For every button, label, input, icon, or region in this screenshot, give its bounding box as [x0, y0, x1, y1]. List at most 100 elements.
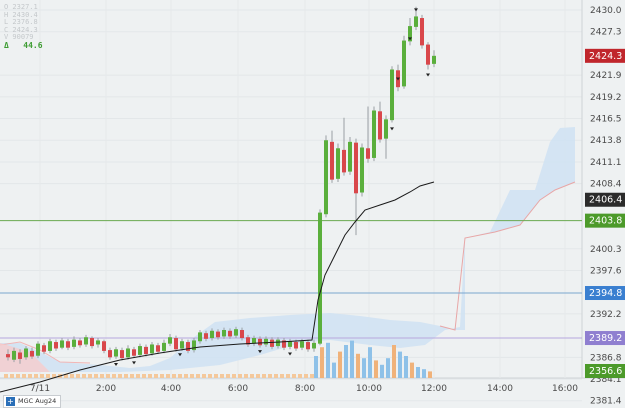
volume-bar: [88, 374, 92, 378]
price-label-text: 2424.3: [589, 51, 622, 62]
trade-marker: [414, 8, 418, 12]
volume-bar: [190, 374, 194, 378]
volume-bar: [196, 374, 200, 378]
candle-body: [432, 55, 436, 64]
candle-body: [306, 342, 310, 350]
candle-body: [204, 333, 208, 339]
candle-body: [138, 346, 142, 355]
y-axis[interactable]: 2430.0 2427.3 2421.9 2419.2 2416.5 2413.8 2411…: [590, 6, 622, 406]
volume-bar: [82, 374, 86, 378]
candle-body: [210, 330, 214, 339]
price-labels: 2424.3 2406.4 2403.8 2394.8 2389.2 2356.6: [585, 48, 625, 378]
volume-bar: [130, 374, 134, 378]
volume-bar: [178, 374, 182, 378]
x-tick-label: 10:00: [356, 384, 382, 394]
candle-body: [174, 338, 178, 350]
candle-body: [186, 342, 190, 351]
y-tick-label: 2416.5: [590, 115, 622, 125]
volume-bar: [148, 374, 152, 378]
candle-body: [366, 148, 370, 159]
candle-body: [228, 330, 232, 337]
volume-bar: [304, 374, 308, 378]
volume-bar: [404, 356, 408, 378]
volume-bar: [124, 374, 128, 378]
candle-body: [156, 345, 160, 352]
symbol-tag[interactable]: + MGC Aug24: [3, 395, 62, 408]
candle-body: [276, 339, 280, 347]
x-tick-label: 12:00: [421, 384, 447, 394]
delta-value: 44.6: [23, 40, 43, 50]
candle-body: [102, 341, 106, 351]
candle-body: [168, 337, 172, 344]
volume-bar: [214, 374, 218, 378]
volume-bar: [94, 374, 98, 378]
ma-line: [0, 181, 435, 393]
candle-body: [408, 26, 412, 42]
trade-marker: [288, 352, 292, 356]
volume-bars: [4, 340, 432, 378]
candle-body: [426, 44, 430, 65]
candle-body: [402, 40, 406, 87]
candle-body: [324, 140, 328, 215]
volume-bar: [310, 374, 314, 378]
y-tick-label: 2430.0: [590, 6, 622, 16]
y-tick-label: 2392.2: [590, 310, 622, 320]
candle-body: [264, 338, 268, 345]
candle-body: [336, 148, 340, 179]
volume-bar: [386, 358, 390, 378]
volume-bar: [428, 371, 432, 378]
candle-body: [234, 329, 238, 336]
y-tick-label: 2400.3: [590, 245, 622, 255]
candle-body: [198, 332, 202, 342]
volume-bar: [262, 374, 266, 378]
moving-average: [0, 181, 435, 393]
price-label-text: 2356.6: [589, 366, 622, 377]
volume-bar: [4, 374, 8, 378]
volume-bar: [154, 374, 158, 378]
candle-body: [90, 338, 94, 347]
x-tick-label: 6:00: [228, 384, 248, 394]
trade-marker: [178, 353, 182, 357]
candle-body: [330, 141, 334, 180]
volume-bar: [34, 374, 38, 378]
x-axis[interactable]: 7/11 2:00 4:00 6:00 8:00 10:00 12:00 14:00 16:00: [30, 384, 578, 394]
candle-body: [114, 349, 118, 357]
volume-bar: [350, 340, 354, 378]
candle-body: [132, 349, 136, 356]
trade-marker: [426, 73, 430, 77]
delta-row: Δ 44.6: [4, 40, 43, 50]
price-label-box: [585, 48, 625, 63]
candle-body: [120, 350, 124, 359]
ohlcv-readout: O 2327.1 H 2430.4 L 2376.8 C 2424.3 V 90…: [4, 3, 43, 50]
candle-body: [150, 344, 154, 354]
candle-body: [300, 341, 304, 348]
candle-body: [270, 339, 274, 347]
volume-bar: [292, 374, 296, 378]
volume-bar: [40, 374, 44, 378]
volume-bar: [166, 374, 170, 378]
symbol-label: MGC Aug24: [18, 397, 57, 405]
price-label-box: [585, 331, 625, 346]
close-value: C 2424.3: [4, 25, 38, 34]
volume-bar: [286, 374, 290, 378]
volume-bar: [22, 374, 26, 378]
x-tick-label: 16:00: [552, 384, 578, 394]
candle-body: [54, 342, 58, 349]
trade-marker: [408, 37, 412, 41]
volume-bar: [46, 374, 50, 378]
volume-bar: [268, 374, 272, 378]
volume-bar: [76, 374, 80, 378]
price-label-box: [585, 364, 625, 378]
volume-bar: [338, 351, 342, 378]
volume-bar: [202, 374, 206, 378]
y-tick-label: 2421.9: [590, 71, 622, 81]
volume-bar: [142, 374, 146, 378]
y-tick-label: 2397.6: [590, 266, 622, 276]
candle-body: [318, 212, 322, 344]
volume-bar: [392, 345, 396, 378]
volume-bar: [298, 374, 302, 378]
candle-body: [12, 350, 16, 360]
x-tick-label: 7/11: [30, 384, 50, 394]
